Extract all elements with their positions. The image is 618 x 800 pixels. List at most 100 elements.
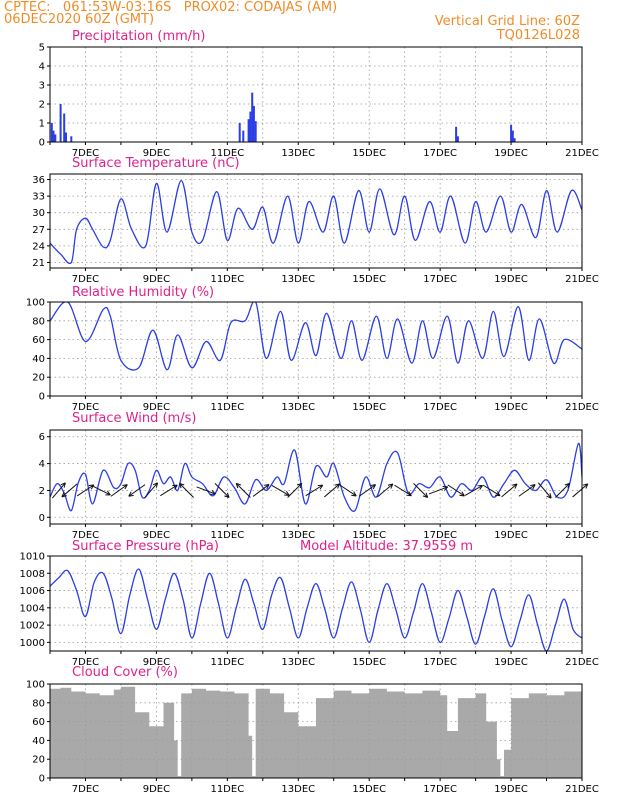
temp-series-line bbox=[50, 179, 582, 265]
wind-arrow-shaft bbox=[377, 483, 394, 498]
wind-arrow-head bbox=[477, 484, 483, 490]
rh-frame bbox=[49, 301, 583, 397]
wind-arrow-shaft bbox=[271, 485, 290, 496]
wind-arrow bbox=[51, 482, 66, 499]
precip-bar bbox=[252, 105, 255, 142]
precip-bar bbox=[249, 111, 252, 142]
wind-xtick-label: 19DEC bbox=[494, 530, 528, 541]
wind-arrow-shaft bbox=[196, 486, 216, 495]
wind-arrow-head bbox=[88, 484, 95, 490]
wind-xtick-label: 17DEC bbox=[423, 530, 457, 541]
precip-xtick-label: 7DEC bbox=[72, 148, 99, 159]
pres-xtick-label: 15DEC bbox=[352, 657, 386, 668]
wind-arrow-shaft bbox=[555, 483, 570, 498]
wind-arrow bbox=[572, 483, 589, 498]
temp-ytick-label: 36 bbox=[32, 175, 45, 186]
header-date: 06DEC2020 60Z (GMT) bbox=[4, 12, 155, 27]
wind-arrow bbox=[128, 484, 146, 497]
cloud-title: Cloud Cover (%) bbox=[72, 665, 178, 680]
wind-arrow-shaft bbox=[160, 484, 178, 497]
wind-arrow-shaft bbox=[214, 483, 230, 498]
rh-xtick-label: 9DEC bbox=[143, 402, 170, 413]
wind-arrow bbox=[537, 482, 552, 499]
precip-bar bbox=[455, 126, 458, 142]
precip-ytick-label: 2 bbox=[39, 100, 45, 111]
cloud-xtick-label: 13DEC bbox=[281, 784, 315, 795]
wind-arrow-head bbox=[582, 483, 589, 489]
precip-ytick-label: 3 bbox=[39, 81, 45, 92]
wind-arrow-shaft bbox=[537, 482, 552, 499]
precip-bar bbox=[242, 130, 245, 142]
wind-arrow bbox=[464, 484, 483, 496]
header-station: CPTEC: 061:53W-03:16S PROX02: CODAJAS (A… bbox=[4, 0, 338, 15]
pres-xtick-label: 21DEC bbox=[565, 657, 599, 668]
cloud-ytick-label: 0 bbox=[39, 774, 45, 785]
pres-ytick-label: 1002 bbox=[20, 621, 45, 632]
wind-arrow-head bbox=[284, 490, 290, 496]
wind-arrow-head bbox=[334, 483, 341, 489]
wind-arrow-head bbox=[512, 483, 518, 489]
precip-ytick-label: 4 bbox=[39, 62, 45, 73]
rh-xtick-label: 15DEC bbox=[352, 402, 386, 413]
cloud-xtick-label: 17DEC bbox=[423, 784, 457, 795]
precip-title: Precipitation (mm/h) bbox=[72, 29, 206, 44]
cloud-ytick-label: 80 bbox=[32, 698, 45, 709]
temp-xtick-label: 7DEC bbox=[72, 274, 99, 285]
wind-arrow-head bbox=[264, 483, 270, 490]
precip-bar bbox=[63, 113, 66, 142]
pres-ytick-label: 1004 bbox=[20, 603, 45, 614]
wind-arrow bbox=[482, 484, 501, 497]
precip-bar bbox=[254, 121, 257, 142]
wind-arrow-head bbox=[422, 492, 429, 498]
cloud-ytick-label: 100 bbox=[26, 680, 45, 691]
wind-series-line bbox=[50, 442, 582, 512]
pres-ytick-label: 1010 bbox=[20, 552, 45, 563]
wind-arrow bbox=[428, 485, 449, 495]
precip-bar bbox=[70, 136, 73, 142]
temp-frame bbox=[49, 173, 583, 269]
wind-arrow bbox=[92, 485, 111, 496]
precip-bar bbox=[251, 92, 254, 142]
precip-bar bbox=[247, 119, 250, 142]
pres-xtick-label: 7DEC bbox=[72, 657, 99, 668]
wind-arrow-head bbox=[296, 482, 303, 489]
pres-ytick-label: 1006 bbox=[20, 586, 45, 597]
cloud-xtick-label: 21DEC bbox=[565, 784, 599, 795]
cloud-panel: 0 20 40 60 80 100 7DEC 9DEC 11DEC 13DEC 15DEC 17DEC… bbox=[26, 680, 599, 796]
pres-xtick-label: 11DEC bbox=[210, 657, 244, 668]
wind-arrow-head bbox=[60, 482, 66, 488]
wind-arrow-head bbox=[172, 484, 178, 490]
cloud-ytick-label: 60 bbox=[32, 717, 45, 728]
pres-panel: 1000 1002 1004 1006 1008 1010 7DEC 9DEC 11DEC 13D… bbox=[20, 552, 599, 669]
wind-arrow-shaft bbox=[413, 483, 429, 498]
temp-plot-area bbox=[50, 174, 582, 268]
temp-ytick-label: 27 bbox=[32, 225, 45, 236]
precip-bar bbox=[513, 138, 516, 142]
wind-arrow-head bbox=[370, 484, 377, 490]
pres-ytick-label: 1008 bbox=[20, 569, 45, 580]
rh-xtick-label: 7DEC bbox=[72, 402, 99, 413]
wind-xtick-label: 9DEC bbox=[143, 530, 170, 541]
wind-arrow-head bbox=[61, 492, 67, 498]
wind-arrow-shaft bbox=[92, 485, 111, 496]
precip-xtick-label: 19DEC bbox=[494, 148, 528, 159]
temp-xtick-label: 17DEC bbox=[423, 274, 457, 285]
temp-xtick-label: 15DEC bbox=[352, 274, 386, 285]
wind-arrow-head bbox=[442, 485, 449, 491]
cloud-cover-area bbox=[50, 686, 582, 778]
temp-ytick-label: 24 bbox=[32, 241, 45, 252]
cloud-xtick-label: 15DEC bbox=[352, 784, 386, 795]
wind-plot-area bbox=[50, 430, 582, 524]
wind-arrow bbox=[339, 484, 357, 497]
wind-arrow-shaft bbox=[394, 484, 412, 497]
precip-xtick-label: 11DEC bbox=[210, 148, 244, 159]
precip-xtick-label: 13DEC bbox=[281, 148, 315, 159]
header-model-code: TQ0126L028 bbox=[496, 28, 580, 43]
rh-xtick-label: 11DEC bbox=[210, 402, 244, 413]
temp-panel: 21 24 27 30 33 36 7DEC 9DEC 11DEC 13DEC 15DEC 17DEC… bbox=[32, 173, 599, 285]
precip-bar bbox=[52, 130, 55, 142]
wind-xtick-label: 13DEC bbox=[281, 530, 315, 541]
rh-series-line bbox=[50, 302, 582, 371]
wind-arrow bbox=[271, 485, 290, 496]
precip-xtick-label: 21DEC bbox=[565, 148, 599, 159]
